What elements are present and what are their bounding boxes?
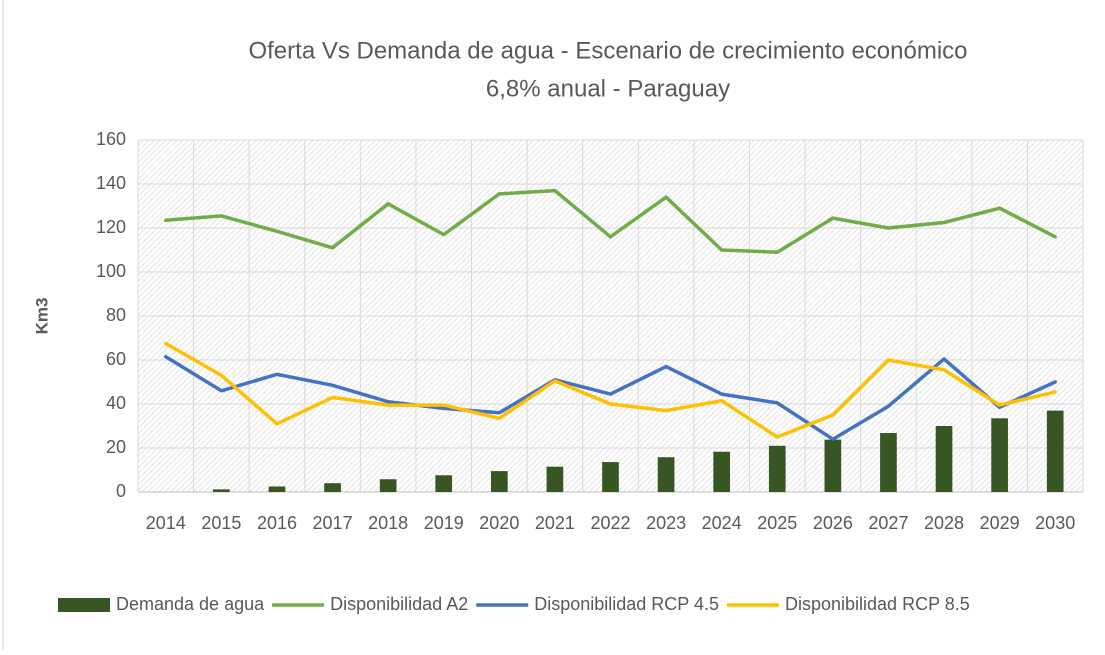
x-tick-label: 2022: [590, 513, 630, 533]
bar: [657, 457, 675, 492]
x-tick-label: 2024: [702, 513, 742, 533]
x-tick-label: 2028: [924, 513, 964, 533]
x-tick-label: 2025: [757, 513, 797, 533]
bar: [768, 445, 786, 492]
x-tick-label: 2017: [313, 513, 353, 533]
y-tick-label: 80: [106, 305, 126, 325]
y-tick-label: 160: [96, 129, 126, 149]
bar: [379, 479, 397, 492]
y-tick-label: 0: [116, 481, 126, 501]
x-tick-label: 2018: [368, 513, 408, 533]
y-tick-label: 100: [96, 261, 126, 281]
chart-title: 6,8% anual - Paraguay: [486, 75, 730, 102]
x-tick-label: 2016: [257, 513, 297, 533]
x-tick-label: 2015: [201, 513, 241, 533]
y-tick-label: 40: [106, 393, 126, 413]
legend-label: Disponibilidad RCP 8.5: [785, 594, 970, 614]
bar: [991, 418, 1008, 492]
line: [164, 354, 1057, 441]
bar: [602, 462, 619, 492]
x-tick-label: 2030: [1035, 513, 1075, 533]
y-tick-label: 60: [106, 349, 126, 369]
x-tick-label: 2021: [535, 513, 575, 533]
bar: [880, 433, 897, 492]
y-tick-label: 20: [106, 437, 126, 457]
legend-swatch: [58, 598, 110, 612]
x-tick-label: 2023: [646, 513, 686, 533]
chart-title: Oferta Vs Demanda de agua - Escenario de…: [248, 37, 967, 64]
y-axis-label: Km3: [32, 298, 51, 335]
x-tick-label: 2026: [813, 513, 853, 533]
bar: [1046, 410, 1064, 492]
bar: [935, 426, 953, 492]
legend-label: Disponibilidad RCP 4.5: [534, 594, 719, 614]
bar: [490, 471, 508, 492]
bar: [546, 466, 564, 492]
line: [164, 341, 1057, 439]
bar: [713, 451, 731, 492]
y-tick-label: 140: [96, 173, 126, 193]
bar: [824, 439, 842, 492]
bar: [324, 483, 341, 492]
legend-label: Disponibilidad A2: [330, 594, 468, 614]
bar: [435, 475, 453, 492]
x-tick-label: 2019: [424, 513, 464, 533]
legend-label: Demanda de agua: [116, 594, 265, 614]
x-tick-label: 2027: [868, 513, 908, 533]
x-tick-label: 2014: [146, 513, 186, 533]
x-tick-label: 2020: [479, 513, 519, 533]
y-tick-label: 120: [96, 217, 126, 237]
bar: [268, 486, 286, 492]
line: [164, 188, 1057, 254]
bar: [213, 489, 230, 492]
x-tick-label: 2029: [980, 513, 1020, 533]
